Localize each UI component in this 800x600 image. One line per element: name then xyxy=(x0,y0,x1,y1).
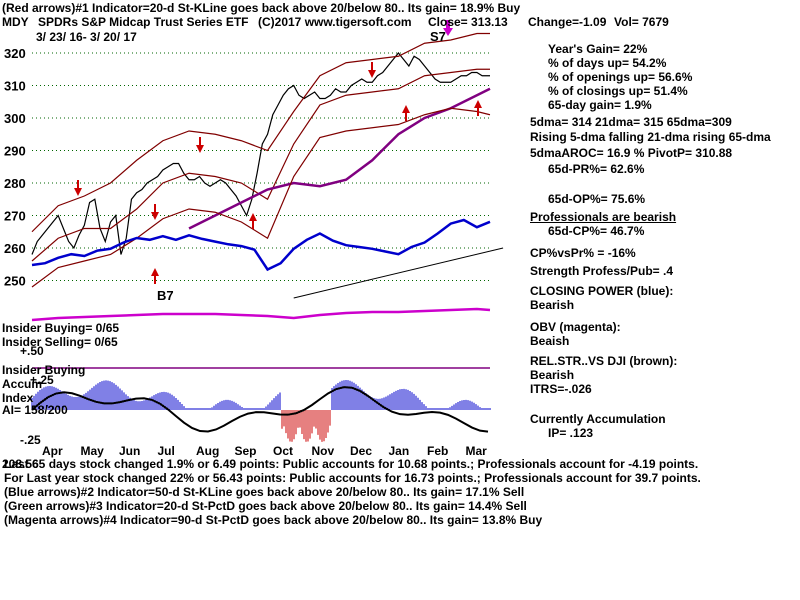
closing-power-value: Bearish xyxy=(530,298,575,312)
b7-label: B7 xyxy=(157,288,174,303)
y-tick-label: 290 xyxy=(4,144,26,159)
security-name: SPDRs S&P Midcap Trust Series ETF xyxy=(38,15,249,29)
x-tick-label: Jan xyxy=(389,444,410,458)
copyright: (C)2017 www.tigersoft.com xyxy=(258,15,412,29)
red-up-arrow xyxy=(402,105,410,121)
y-axis-ticks: 250 260 270 280 290 300 310 320 xyxy=(4,46,26,289)
footer-lastyear: For Last year stock changed 22% or 56.43… xyxy=(4,471,701,485)
s7-label: S7 xyxy=(430,29,446,44)
x-tick-label: Mar xyxy=(466,444,488,458)
x-tick-label: Jun xyxy=(119,444,140,458)
footer-65days: Last 65 days stock changed 1.9% or 6.49 … xyxy=(4,457,699,471)
x-tick-label: Apr xyxy=(42,444,63,458)
relstr-value: Bearish xyxy=(530,368,575,382)
insider-buying: Insider Buying= 0/65 xyxy=(2,321,120,335)
x-tick-label: Feb xyxy=(427,444,448,458)
dma-values: 5dma= 314 21dma= 315 65dma=309 xyxy=(530,115,732,129)
strength: Strength Profess/Pub= .4 xyxy=(530,264,674,278)
date-range: 3/ 23/ 16- 3/ 20/ 17 xyxy=(36,30,137,44)
footer-blue-arrows: (Blue arrows)#2 Indicator=50-d St-KLine … xyxy=(4,485,525,499)
red-up-arrow xyxy=(249,213,257,229)
closings-up: % of closings up= 51.4% xyxy=(548,84,688,98)
y-tick-label: 280 xyxy=(4,176,26,191)
cp-pct: 65d-CP%= 46.7% xyxy=(548,224,645,238)
cp-trendline xyxy=(293,247,504,299)
ai-value: AI= 158/200 xyxy=(2,403,68,417)
red-up-arrow xyxy=(474,100,482,116)
accum-line xyxy=(31,386,489,433)
gain-65: 65-day gain= 1.9% xyxy=(548,98,652,112)
y-tick-label: 310 xyxy=(4,79,26,94)
red-down-arrow xyxy=(151,204,159,220)
x-tick-label: May xyxy=(81,444,105,458)
x-axis-ticks: Apr May Jun Jul Aug Sep Oct Nov Dec Jan Feb Mar xyxy=(42,444,487,458)
ip-value: IP= .123 xyxy=(548,426,594,440)
insider-selling: Insider Selling= 0/65 xyxy=(2,335,118,349)
x-tick-label: Nov xyxy=(312,444,335,458)
days-up: % of days up= 54.2% xyxy=(548,56,667,70)
professionals: Professionals are bearish xyxy=(530,210,677,224)
price-low: 208.56 xyxy=(2,457,39,471)
series-closing_power xyxy=(31,218,491,272)
x-tick-label: Sep xyxy=(235,444,257,458)
y-tick-label: 300 xyxy=(4,111,26,126)
red-up-arrow xyxy=(151,268,159,284)
y-tick-label: 270 xyxy=(4,209,26,224)
signal-arrows xyxy=(74,20,482,284)
x-tick-label: Jul xyxy=(158,444,175,458)
volume-value: Vol= 7679 xyxy=(614,15,669,29)
price-panel-grid xyxy=(32,52,490,281)
minus-25: -.25 xyxy=(20,433,41,447)
series-upper_band xyxy=(31,32,490,233)
plus-25: +.25 xyxy=(30,373,54,387)
openings-up: % of openings up= 56.6% xyxy=(548,70,693,84)
itrs: ITRS=-.026 xyxy=(530,382,592,396)
accum: Accum xyxy=(2,377,43,391)
plus-50: +.50 xyxy=(20,344,44,358)
insider-buying-2: Insider Buying xyxy=(2,363,86,377)
cp-vs-pr: CP%vsPr% = -16% xyxy=(530,246,636,260)
obv-value: Beaish xyxy=(530,334,570,348)
series-21dma xyxy=(31,68,490,262)
close-value: Close= 313.13 xyxy=(428,15,508,29)
series-price xyxy=(31,52,490,255)
accum-label: Currently Accumulation xyxy=(530,412,666,426)
magenta-down-arrow xyxy=(443,20,453,36)
closing-power-label: CLOSING POWER (blue): xyxy=(530,284,674,298)
red-down-arrow xyxy=(368,62,376,78)
y-tick-label: 320 xyxy=(4,46,26,61)
y-tick-label: 260 xyxy=(4,241,26,256)
footer-magenta-arrows: (Magenta arrows)#4 Indicator=90-d St-Pct… xyxy=(4,513,543,527)
pr-pct: 65d-PR%= 62.6% xyxy=(548,162,645,176)
obv-label: OBV (magenta): xyxy=(530,320,621,334)
relstr-label: REL.STR..VS DJI (brown): xyxy=(530,354,678,368)
price-series xyxy=(31,32,504,322)
footer-green-arrows: (Green arrows)#3 Indicator=20-d St-PctD … xyxy=(4,499,527,513)
x-tick-label: Oct xyxy=(273,444,293,458)
red-down-arrow xyxy=(74,180,82,196)
series-obv xyxy=(31,307,491,322)
aroc: 5dmaAROC= 16.9 % PivotP= 310.88 xyxy=(530,146,733,160)
years-gain: Year's Gain= 22% xyxy=(548,42,648,56)
y-tick-label: 250 xyxy=(4,274,26,289)
indicator-line: (Red arrows)#1 Indicator=20-d St-KLine g… xyxy=(2,1,521,15)
index: Index xyxy=(2,391,34,405)
dma-trend: Rising 5-dma falling 21-dma rising 65-dm… xyxy=(530,130,771,144)
change-value: Change=-1.09 xyxy=(528,15,607,29)
accum-panel xyxy=(31,367,491,442)
series-lower_band xyxy=(31,107,491,288)
x-tick-label: Dec xyxy=(350,444,372,458)
ticker: MDY xyxy=(2,15,29,29)
red-down-arrow xyxy=(196,137,204,153)
x-tick-label: Aug xyxy=(196,444,219,458)
op-pct: 65d-OP%= 75.6% xyxy=(548,192,646,206)
